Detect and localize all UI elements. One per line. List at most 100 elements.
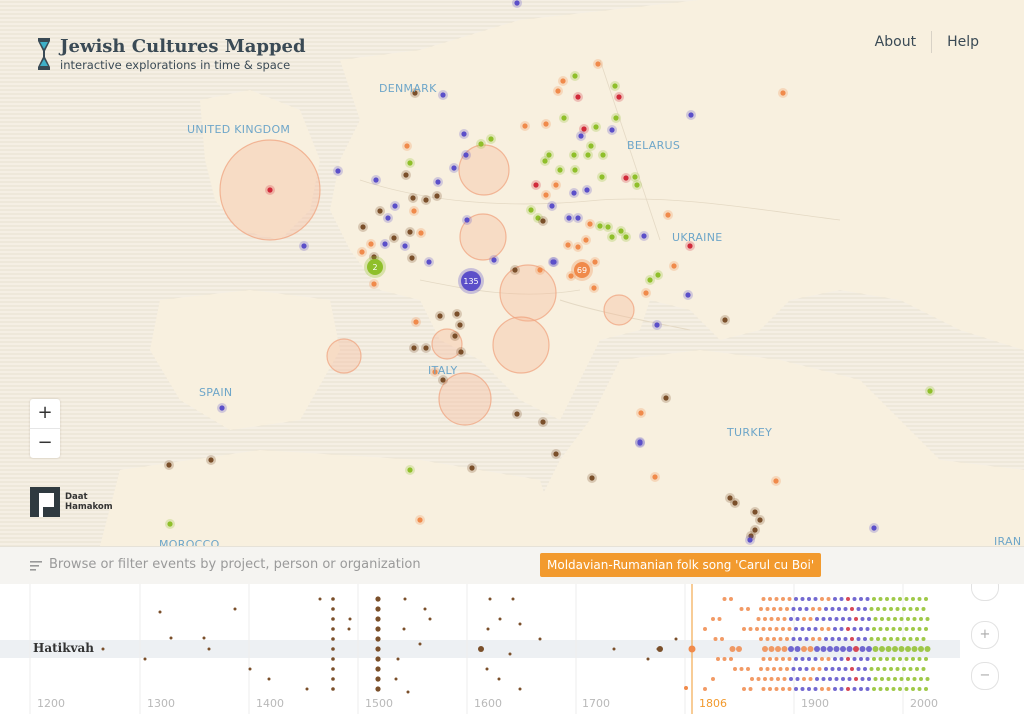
timeline-event-dot[interactable] bbox=[811, 607, 815, 611]
timeline-event-dot[interactable] bbox=[748, 627, 753, 631]
map-marker[interactable] bbox=[566, 215, 572, 221]
timeline-event-dot[interactable] bbox=[781, 687, 785, 691]
timeline-event-dot[interactable] bbox=[820, 646, 827, 652]
timeline-event-dot[interactable] bbox=[915, 667, 919, 671]
timeline-event-dot[interactable] bbox=[802, 677, 806, 681]
timeline-event-dot[interactable] bbox=[876, 607, 880, 611]
map-marker[interactable] bbox=[572, 73, 578, 79]
map-cluster-halo[interactable] bbox=[458, 144, 510, 196]
map-marker[interactable] bbox=[461, 131, 467, 137]
timeline-event-dot[interactable] bbox=[733, 667, 737, 671]
timeline-event-dot[interactable] bbox=[898, 597, 902, 601]
map-marker[interactable] bbox=[417, 517, 423, 523]
timeline-event-dot[interactable] bbox=[101, 647, 105, 651]
timeline-event-dot[interactable] bbox=[917, 687, 922, 691]
timeline-event-dot[interactable] bbox=[811, 637, 815, 641]
map-marker[interactable] bbox=[301, 243, 307, 249]
map-cluster-halo[interactable] bbox=[603, 294, 635, 326]
timeline-event-dot[interactable] bbox=[837, 667, 841, 671]
map-marker[interactable] bbox=[747, 537, 753, 543]
map-marker[interactable] bbox=[540, 218, 546, 224]
map-marker[interactable] bbox=[647, 277, 653, 283]
timeline-event-dot[interactable] bbox=[394, 677, 398, 681]
timeline-event-dot[interactable] bbox=[768, 597, 772, 601]
timeline-event-dot[interactable] bbox=[833, 646, 840, 652]
timeline-event-dot[interactable] bbox=[859, 646, 866, 652]
timeline-event-dot[interactable] bbox=[828, 677, 832, 681]
map-marker[interactable] bbox=[359, 249, 365, 255]
timeline-event-dot[interactable] bbox=[837, 637, 841, 641]
map-marker[interactable] bbox=[589, 475, 595, 481]
timeline-event-dot[interactable] bbox=[791, 667, 796, 671]
timeline-event-dot[interactable] bbox=[808, 617, 813, 621]
zoom-in-button[interactable]: + bbox=[37, 402, 53, 423]
timeline-event-dot[interactable] bbox=[830, 607, 835, 611]
timeline-event-dot[interactable] bbox=[843, 607, 848, 611]
timeline-event-dot[interactable] bbox=[233, 607, 237, 611]
timeline-event-dot[interactable] bbox=[781, 627, 785, 631]
timeline-event-dot[interactable] bbox=[865, 597, 870, 601]
timeline-event-dot[interactable] bbox=[856, 667, 861, 671]
timeline-event-dot[interactable] bbox=[788, 646, 794, 652]
timeline-event-dot[interactable] bbox=[774, 627, 779, 631]
map-marker[interactable] bbox=[440, 92, 446, 98]
timeline-event-dot[interactable] bbox=[711, 677, 715, 681]
timeline-event-dot[interactable] bbox=[891, 597, 896, 601]
timeline-event-dot[interactable] bbox=[860, 677, 865, 681]
timeline-event-dot[interactable] bbox=[765, 637, 770, 641]
map-marker[interactable] bbox=[377, 208, 383, 214]
map-marker[interactable] bbox=[463, 152, 469, 158]
map-marker[interactable] bbox=[407, 229, 413, 235]
timeline-event-dot[interactable] bbox=[418, 642, 422, 646]
timeline-event-dot[interactable] bbox=[801, 646, 807, 652]
timeline-event-dot[interactable] bbox=[820, 597, 824, 601]
timeline-event-dot[interactable] bbox=[867, 677, 871, 681]
timeline-event-dot[interactable] bbox=[765, 607, 770, 611]
timeline-event-dot[interactable] bbox=[911, 597, 915, 601]
timeline-event-dot[interactable] bbox=[846, 687, 850, 691]
map-marker[interactable] bbox=[410, 195, 416, 201]
map-marker[interactable] bbox=[208, 457, 214, 463]
timeline-event-dot[interactable] bbox=[729, 657, 733, 661]
timeline-event-dot[interactable] bbox=[837, 607, 841, 611]
map-markers-layer[interactable]: 2 135 69 bbox=[0, 0, 1024, 546]
timeline-event-dot[interactable] bbox=[892, 646, 898, 652]
map-marker[interactable] bbox=[575, 215, 581, 221]
timeline-event-dot[interactable] bbox=[791, 607, 796, 611]
timeline-event-dot[interactable] bbox=[761, 627, 766, 631]
timeline-event-dot[interactable] bbox=[768, 627, 772, 631]
timeline-event-dot[interactable] bbox=[911, 627, 915, 631]
timeline-event-dot[interactable] bbox=[756, 617, 761, 621]
timeline-event-dot[interactable] bbox=[348, 617, 352, 621]
timeline-event-dot[interactable] bbox=[765, 667, 770, 671]
nav-about-link[interactable]: About bbox=[874, 34, 917, 50]
timeline-event-dot[interactable] bbox=[841, 617, 845, 621]
timeline-event-dot[interactable] bbox=[846, 657, 850, 661]
timeline-event-dot[interactable] bbox=[406, 690, 410, 694]
timeline-event-dot[interactable] bbox=[331, 607, 335, 611]
map-marker[interactable] bbox=[385, 215, 391, 221]
timeline-event-dot[interactable] bbox=[775, 646, 781, 652]
timeline-event-dot[interactable] bbox=[860, 617, 865, 621]
map-marker[interactable] bbox=[382, 241, 388, 247]
timeline-event-dot[interactable] bbox=[826, 657, 831, 661]
timeline-event-dot[interactable] bbox=[873, 677, 878, 681]
timeline-event-dot[interactable] bbox=[800, 687, 805, 691]
timeline-event-dot[interactable] bbox=[891, 627, 896, 631]
timeline-event-dot[interactable] bbox=[878, 597, 883, 601]
map-marker[interactable] bbox=[623, 234, 629, 240]
timeline-event-dot[interactable] bbox=[889, 667, 893, 671]
timeline-event-dot[interactable] bbox=[905, 646, 911, 652]
map-marker[interactable] bbox=[572, 167, 578, 173]
timeline-event-dot[interactable] bbox=[769, 677, 774, 681]
map-marker[interactable] bbox=[435, 179, 441, 185]
map-cluster-marker[interactable] bbox=[461, 271, 481, 291]
timeline-event-dot[interactable] bbox=[820, 657, 824, 661]
timeline-event-dot[interactable] bbox=[759, 667, 763, 671]
timeline-event-dot[interactable] bbox=[891, 687, 896, 691]
timeline-event-dot[interactable] bbox=[202, 636, 206, 640]
map-marker[interactable] bbox=[402, 243, 408, 249]
timeline-event-dot[interactable] bbox=[833, 597, 837, 601]
map-marker[interactable] bbox=[591, 285, 597, 291]
timeline-event-dot[interactable] bbox=[898, 687, 902, 691]
